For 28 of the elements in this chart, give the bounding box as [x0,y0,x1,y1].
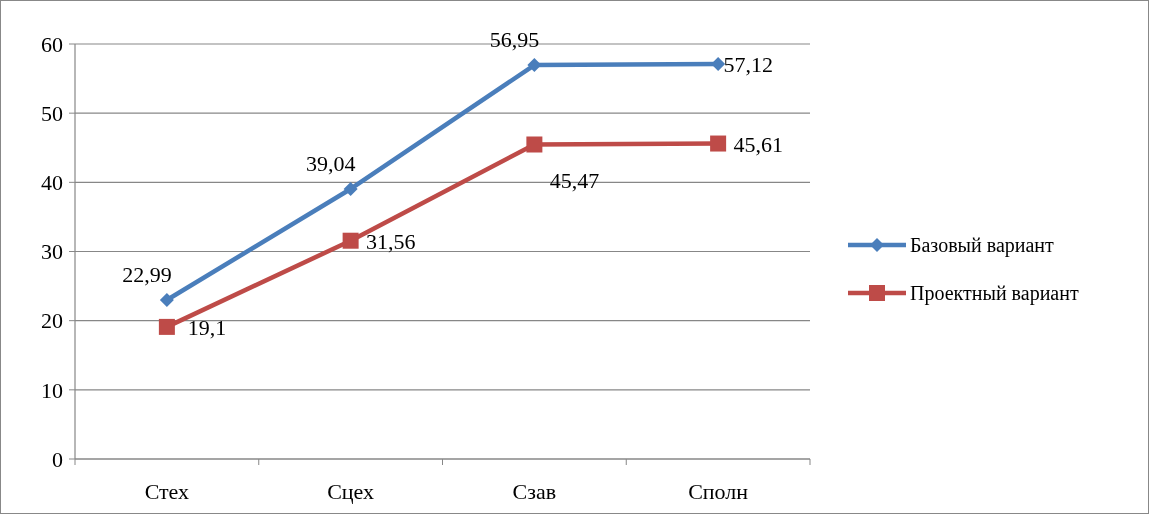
legend-label: Базовый вариант [910,234,1055,257]
y-tick-label: 30 [41,239,63,265]
data-label: 39,04 [305,150,356,176]
x-tick-label: Сполн [688,479,749,504]
x-tick-label: Сзав [512,479,557,504]
point [159,292,174,307]
legend-label: Проектный вариант [910,282,1079,305]
point [343,181,358,196]
x-tick-label: Сцех [327,479,375,504]
data-label: 19,1 [187,314,227,340]
data-label: 45,61 [733,131,783,157]
point [526,136,543,153]
data-label: 22,99 [122,261,172,287]
y-tick-label: 0 [52,446,63,472]
data-label: 56,95 [489,27,540,53]
x-tick-label: Стех [144,479,190,504]
point [342,232,359,249]
y-tick-label: 50 [41,100,63,126]
point [710,135,727,152]
point [158,318,175,335]
y-tick-label: 10 [41,377,63,403]
point [527,58,542,73]
y-tick-label: 40 [41,170,63,196]
y-tick-label: 60 [41,31,63,57]
data-label: 45,47 [549,168,600,194]
y-tick-label: 20 [41,308,63,334]
data-label: 31,56 [365,228,416,254]
data-label: 57,12 [723,51,773,77]
